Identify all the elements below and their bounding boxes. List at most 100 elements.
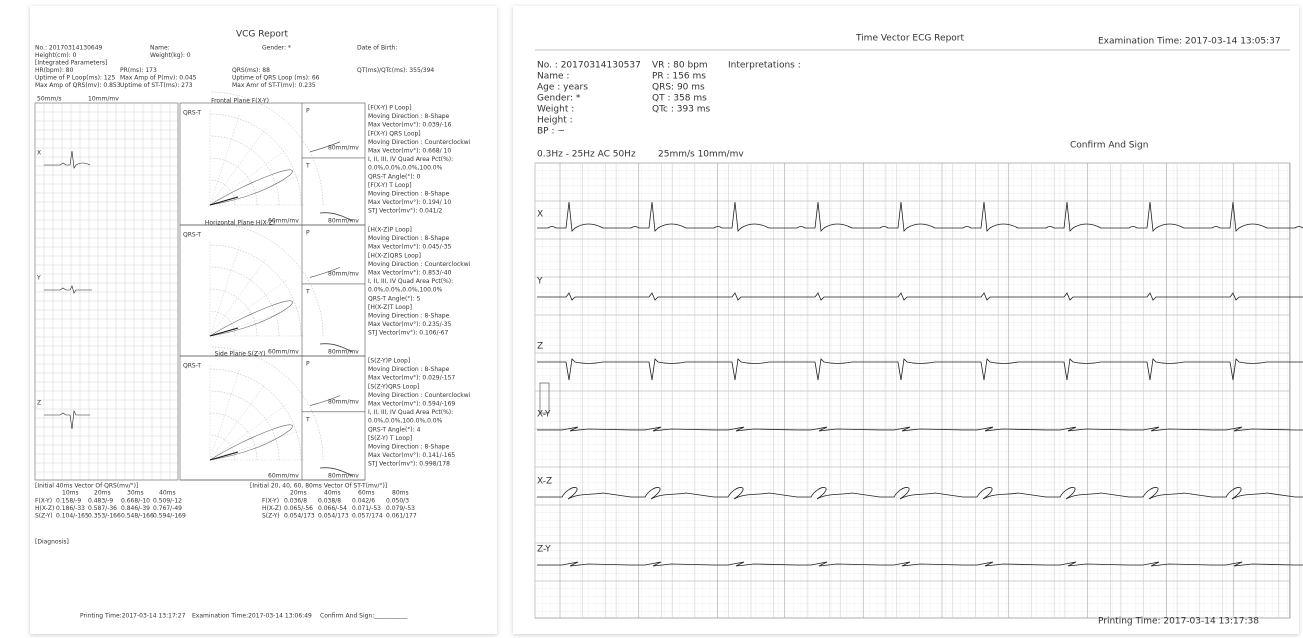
label: HR(bpm): 80 [35, 67, 74, 74]
label: STJ Vector(mv°): 0.998/178 [368, 461, 450, 468]
label: Frontal Plane F(X-Y) [211, 98, 269, 105]
label: Confirm And Sign:___________ [320, 613, 408, 620]
vector [209, 327, 239, 337]
label: Z [537, 342, 543, 352]
label: Uptime of ST-T(ms): 273 [120, 82, 193, 89]
label: 80mm/mv [328, 218, 359, 225]
label: 0.054/173 [318, 513, 349, 520]
label: 0.0%,0.0%,0.0%,100.0% [368, 165, 443, 172]
label: QRS-T Angle(°): 4 [368, 426, 421, 433]
label: Moving Direction : 8-Shape [368, 191, 450, 198]
label: QRS-T [183, 363, 201, 370]
label: 0.054/173 [284, 513, 315, 520]
dial-ray [209, 403, 287, 461]
label: Examination Time: 2017-03-14 13:05:37 [1098, 37, 1281, 47]
trace [537, 487, 1303, 500]
trace [537, 426, 1303, 432]
label: [S(Z-Y)P Loop] [368, 358, 410, 365]
label: 10ms [62, 490, 79, 497]
dial-arc [209, 244, 302, 337]
trace [209, 169, 293, 206]
dial-arc [209, 179, 236, 206]
label: Max Vector(mv°): 0.141/-165 [368, 452, 455, 459]
label: 0.042/6 [352, 498, 375, 505]
vcg-page [30, 6, 497, 634]
label: I, II, III, IV Quad Area Pct(%): [368, 156, 453, 163]
label: Max Amr of ST-T(mv): 0.235 [232, 82, 316, 89]
dial-ray [209, 259, 267, 337]
dial-ray [209, 245, 240, 337]
label: 80mm/mv [328, 145, 359, 152]
label: STJ Vector(mv°): 0.106/-67 [368, 330, 448, 337]
trace [319, 467, 353, 477]
label: Date of Birth: [357, 45, 397, 52]
label: Max Vector(mv°): 0.235/-35 [368, 321, 452, 328]
label: P [306, 230, 310, 237]
label: Printing Time: 2017-03-14 13:17:38 [1098, 617, 1259, 627]
label: Examination Time:2017-03-14 13:06:49 [192, 613, 312, 620]
label: Y [536, 277, 543, 287]
label: QT : 358 ms [652, 94, 707, 104]
label: Name: [150, 45, 170, 52]
label: 80mm/mv [328, 399, 359, 406]
dial-arc [209, 157, 258, 206]
tve-page [513, 6, 1299, 634]
label: 0.071/-53 [352, 505, 381, 512]
label: Age : years [537, 83, 588, 93]
label: [H(X-Z)QRS Loop] [368, 252, 421, 259]
label: 0.186/-33 [56, 505, 85, 512]
label: P [306, 361, 310, 368]
label: STJ Vector(mv°): 0.041/2 [368, 208, 442, 215]
label: Max Vector(mv°): 0.045/-35 [368, 244, 452, 251]
dial-arc [209, 135, 280, 206]
label: 0.587/-36 [88, 505, 117, 512]
label: 0.061/177 [386, 513, 417, 520]
trace [537, 292, 1303, 301]
dial-arc [209, 91, 324, 206]
label: QRS-T [183, 232, 201, 239]
trace [44, 409, 90, 430]
label: 0.767/-49 [153, 505, 182, 512]
label: Height : [537, 116, 573, 126]
label: Weight(kg): 0 [150, 52, 191, 59]
label: 0.668/-10 [121, 498, 150, 505]
label: PR : 156 ms [652, 72, 706, 82]
label: I, II, III, IV Quad Area Pct(%): [368, 409, 453, 416]
label: P [306, 108, 310, 115]
label: 0.036/8 [284, 498, 307, 505]
label: 30ms [127, 490, 144, 497]
dial-arc [209, 434, 236, 461]
label: Time Vector ECG Report [855, 34, 965, 44]
label: 80ms [392, 490, 409, 497]
label: No.: 20170314130649 [35, 45, 103, 52]
label: Moving Direction : 8-Shape [368, 313, 450, 320]
trace [209, 300, 293, 337]
label: 0.050/3 [386, 498, 409, 505]
dial-arc [209, 113, 302, 206]
label: Max Amp of QRS(mv): 0.853 [35, 82, 121, 89]
label: Moving Direction : 8-Shape [368, 235, 450, 242]
label: QRS-T Angle(°): 0 [368, 173, 421, 180]
label: 40ms [324, 490, 341, 497]
trace [44, 285, 92, 294]
trace [309, 141, 341, 153]
label: Interpretations : [728, 61, 801, 71]
label: 60ms [358, 490, 375, 497]
label: Y [36, 275, 41, 282]
label: VCG Report [236, 30, 289, 40]
dial-ray [209, 306, 301, 337]
label: Confirm And Sign [1070, 141, 1148, 151]
dial-ray [209, 175, 301, 206]
label: QRS-T [183, 110, 201, 117]
trace [537, 201, 1303, 232]
label: X [37, 150, 41, 157]
label: VR : 80 bpm [652, 61, 708, 71]
dial-ray [209, 114, 240, 206]
label: S(Z-Y) [262, 513, 280, 520]
label: 0.353/-166 [88, 513, 121, 520]
dial-arc [209, 368, 302, 461]
label: T [305, 416, 310, 423]
label: Max Amp of P(mv): 0.045 [120, 75, 197, 82]
label: Printing Time:2017-03-14 13:17:27 [80, 613, 186, 620]
